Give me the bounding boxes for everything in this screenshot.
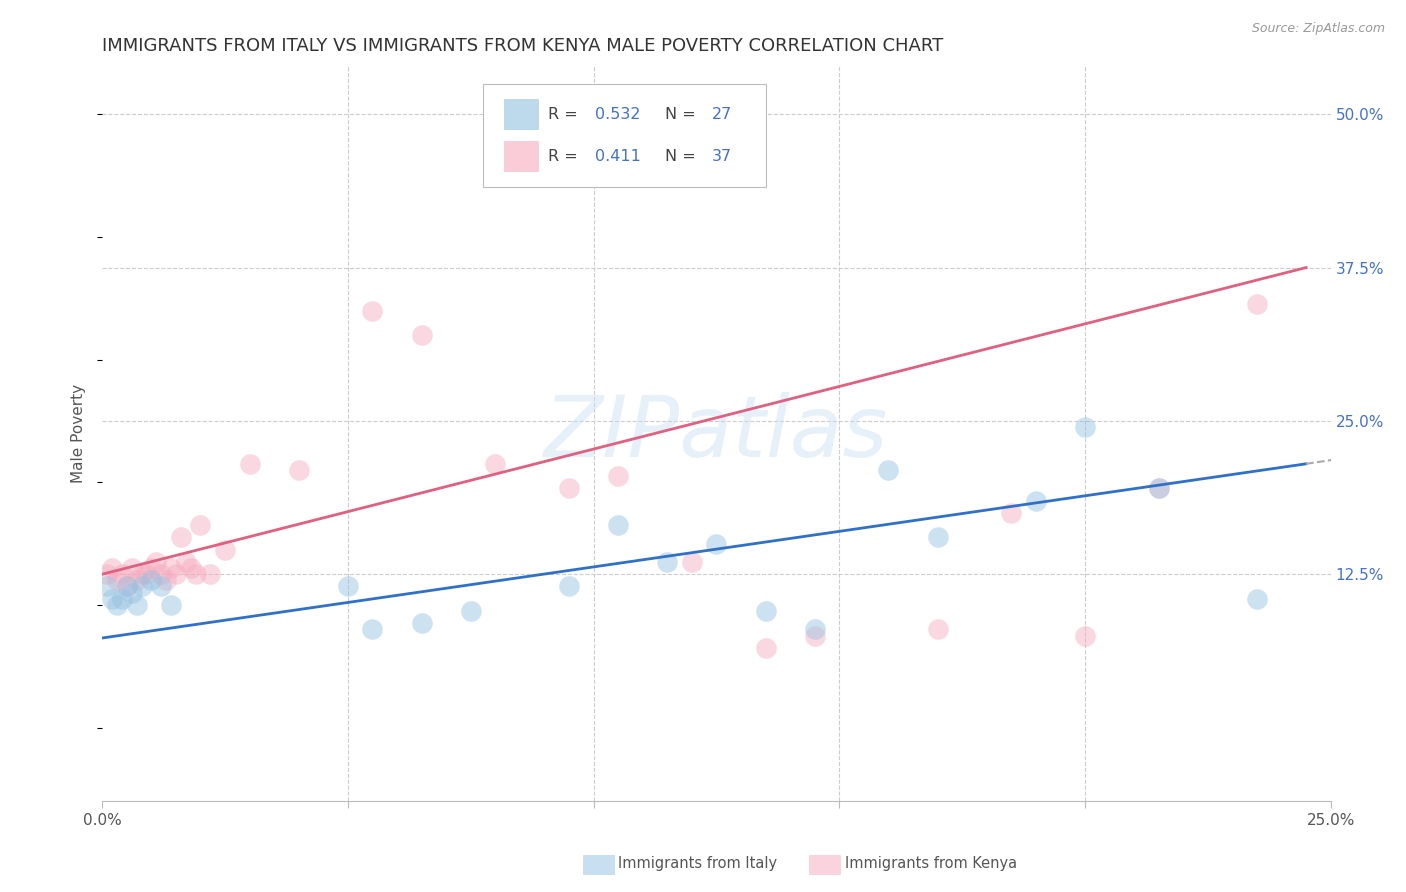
Point: [361, 303, 384, 318]
Text: 27: 27: [711, 106, 731, 121]
Text: N =: N =: [665, 149, 700, 163]
Point: [558, 579, 581, 593]
Point: [170, 530, 193, 544]
Point: [607, 469, 630, 483]
Point: [96, 579, 118, 593]
Text: N =: N =: [665, 106, 700, 121]
FancyBboxPatch shape: [503, 141, 538, 171]
Point: [1147, 481, 1170, 495]
Point: [1000, 506, 1022, 520]
Point: [141, 561, 163, 575]
Point: [101, 561, 124, 575]
Point: [657, 555, 679, 569]
Point: [214, 542, 236, 557]
Point: [287, 463, 309, 477]
FancyBboxPatch shape: [503, 99, 538, 129]
Point: [135, 567, 157, 582]
Point: [155, 574, 177, 588]
Point: [1246, 297, 1268, 311]
FancyBboxPatch shape: [484, 84, 765, 186]
Point: [1025, 493, 1047, 508]
Point: [336, 579, 359, 593]
Text: 37: 37: [711, 149, 731, 163]
Point: [184, 567, 207, 582]
Point: [125, 598, 148, 612]
Point: [105, 598, 128, 612]
Point: [125, 574, 148, 588]
Text: ZIPatlas: ZIPatlas: [544, 392, 889, 475]
Text: R =: R =: [548, 149, 588, 163]
Point: [160, 561, 183, 575]
Point: [150, 579, 173, 593]
Point: [111, 567, 134, 582]
Y-axis label: Male Poverty: Male Poverty: [72, 384, 86, 483]
Point: [803, 628, 825, 642]
Point: [174, 555, 197, 569]
Point: [484, 457, 506, 471]
Point: [411, 616, 433, 631]
Point: [115, 579, 138, 593]
Point: [754, 604, 776, 618]
Point: [239, 457, 262, 471]
Point: [160, 598, 183, 612]
Point: [927, 623, 949, 637]
Point: [121, 585, 143, 599]
Text: Immigrants from Italy: Immigrants from Italy: [619, 856, 778, 871]
Point: [200, 567, 222, 582]
Point: [706, 536, 728, 550]
Point: [1246, 591, 1268, 606]
Point: [141, 574, 163, 588]
Text: R =: R =: [548, 106, 583, 121]
Point: [877, 463, 900, 477]
Point: [460, 604, 482, 618]
Point: [180, 561, 202, 575]
Point: [131, 579, 153, 593]
Point: [607, 518, 630, 533]
Point: [411, 328, 433, 343]
Point: [115, 579, 138, 593]
Point: [927, 530, 949, 544]
Point: [361, 623, 384, 637]
Point: [165, 567, 187, 582]
Point: [1074, 628, 1097, 642]
Point: [803, 623, 825, 637]
Point: [105, 574, 128, 588]
Point: [190, 518, 212, 533]
Point: [101, 591, 124, 606]
Text: 0.532: 0.532: [595, 106, 640, 121]
Point: [121, 561, 143, 575]
Point: [150, 567, 173, 582]
Point: [681, 555, 703, 569]
Text: Immigrants from Kenya: Immigrants from Kenya: [845, 856, 1017, 871]
Point: [111, 591, 134, 606]
Point: [131, 567, 153, 582]
Point: [96, 567, 118, 582]
Point: [754, 640, 776, 655]
Point: [145, 555, 167, 569]
Point: [558, 481, 581, 495]
Point: [1074, 420, 1097, 434]
Text: IMMIGRANTS FROM ITALY VS IMMIGRANTS FROM KENYA MALE POVERTY CORRELATION CHART: IMMIGRANTS FROM ITALY VS IMMIGRANTS FROM…: [103, 37, 943, 55]
Text: 0.411: 0.411: [595, 149, 641, 163]
Point: [1147, 481, 1170, 495]
Text: Source: ZipAtlas.com: Source: ZipAtlas.com: [1251, 22, 1385, 36]
